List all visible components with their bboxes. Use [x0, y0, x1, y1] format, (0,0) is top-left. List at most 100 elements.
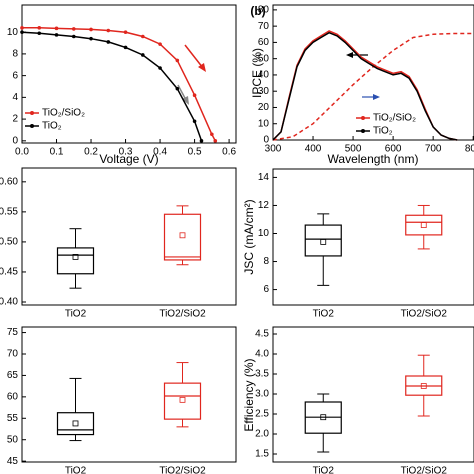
arrow — [177, 84, 187, 101]
y-tick-label: 30 — [258, 86, 270, 97]
point — [199, 139, 204, 143]
plot-frame — [21, 167, 237, 306]
category-label: TiO2 — [65, 309, 87, 320]
y-tick-label: 0 — [12, 135, 18, 146]
legend-label: TiO₂ — [42, 121, 62, 132]
arrow — [184, 44, 204, 69]
x-tick-label: 0.3 — [119, 147, 133, 158]
y-tick-label: 65 — [7, 370, 19, 381]
y-tick-label: 50 — [258, 53, 270, 64]
y-tick-label: 1.5 — [255, 449, 269, 460]
point — [106, 28, 111, 33]
y-axis-label: Efficiency (%) — [242, 358, 256, 431]
box — [56, 412, 95, 436]
y-tick-label: 4.5 — [255, 329, 269, 340]
mean — [179, 232, 186, 239]
point — [71, 27, 76, 31]
y-tick-label: 70 — [258, 21, 270, 32]
point — [141, 34, 145, 39]
box — [304, 224, 342, 257]
y-tick-label: 6 — [12, 70, 18, 81]
arrow-head — [346, 52, 353, 58]
x-tick-label: 0.0 — [15, 147, 29, 158]
arrow-head — [182, 96, 189, 105]
y-tick-label: 75 — [7, 327, 19, 338]
y-tick-label: 2.5 — [255, 409, 269, 420]
point — [123, 45, 128, 50]
plot-frame — [272, 4, 474, 141]
point — [175, 58, 180, 63]
y-tick-label: 3.0 — [255, 389, 269, 400]
y-tick-label: 0.50 — [0, 237, 18, 248]
mean — [72, 254, 79, 260]
y-tick-label: 60 — [258, 37, 270, 48]
y-tick-label: 10 — [7, 27, 19, 38]
point — [54, 26, 59, 31]
x-tick-label: 400 — [305, 144, 322, 155]
point — [89, 36, 93, 41]
category-label: TiO2/SiO2 — [159, 309, 206, 320]
point — [20, 26, 24, 30]
point — [37, 26, 42, 30]
point — [192, 93, 197, 97]
series-line — [21, 31, 203, 142]
plot-frame — [21, 326, 237, 463]
y-tick-label: 20 — [258, 102, 270, 113]
y-tick-label: 4 — [12, 92, 18, 103]
x-tick-label: 0.1 — [50, 147, 64, 158]
legend-label: TiO₂/SiO₂ — [42, 108, 85, 119]
series-line — [272, 32, 474, 141]
series-line — [272, 31, 458, 141]
x-tick-label: 600 — [385, 144, 402, 155]
point — [89, 27, 93, 32]
y-tick-label: 10 — [258, 228, 270, 239]
y-tick-label: 4.0 — [255, 349, 269, 360]
y-tick-label: 0.45 — [0, 267, 18, 278]
category-label: TiO2/SiO2 — [401, 309, 448, 320]
panel-label: (b) — [250, 4, 265, 18]
mean — [179, 396, 186, 403]
y-axis-label: JSC (mA/cm²) — [242, 199, 256, 274]
legend-marker — [30, 111, 34, 115]
x-axis-label: Wavelength (nm) — [328, 152, 419, 166]
box — [163, 213, 202, 261]
y-tick-label: 2 — [12, 114, 18, 125]
point — [37, 31, 42, 36]
y-tick-label: 60 — [7, 391, 19, 402]
x-tick-label: 500 — [345, 144, 362, 155]
x-tick-label: 0.5 — [188, 147, 202, 158]
arrow-head — [373, 94, 380, 100]
legend-marker — [30, 124, 34, 128]
x-tick-label: 0.6 — [222, 147, 236, 158]
category-label: TiO2/SiO2 — [159, 466, 206, 474]
point — [213, 139, 218, 143]
x-tick-label: 300 — [265, 144, 282, 155]
plot-frame — [272, 168, 474, 306]
y-tick-label: 50 — [7, 434, 19, 445]
y-tick-label: 0.40 — [0, 297, 18, 308]
point — [158, 42, 162, 46]
legend-marker — [361, 129, 365, 133]
point — [20, 30, 24, 34]
x-tick-label: 0.2 — [84, 147, 98, 158]
y-tick-label: 8 — [263, 256, 269, 267]
y-tick-label: 70 — [7, 349, 19, 360]
point — [54, 33, 59, 37]
arrow-head — [198, 63, 206, 72]
y-tick-label: 6 — [263, 284, 269, 295]
y-tick-label: 10 — [258, 118, 270, 129]
legend-label: TiO₂ — [373, 126, 393, 137]
legend-marker — [361, 116, 365, 120]
y-tick-label: 3.5 — [255, 369, 269, 380]
point — [106, 40, 111, 44]
y-tick-label: 14 — [258, 172, 270, 183]
x-tick-label: 800 — [465, 144, 474, 155]
mean — [320, 239, 327, 245]
plot-frame — [272, 326, 474, 463]
x-axis-label: Voltage (V) — [99, 152, 158, 166]
x-tick-label: 700 — [425, 144, 442, 155]
plot-frame — [21, 4, 237, 144]
category-label: TiO2 — [313, 309, 335, 320]
box — [405, 214, 443, 236]
